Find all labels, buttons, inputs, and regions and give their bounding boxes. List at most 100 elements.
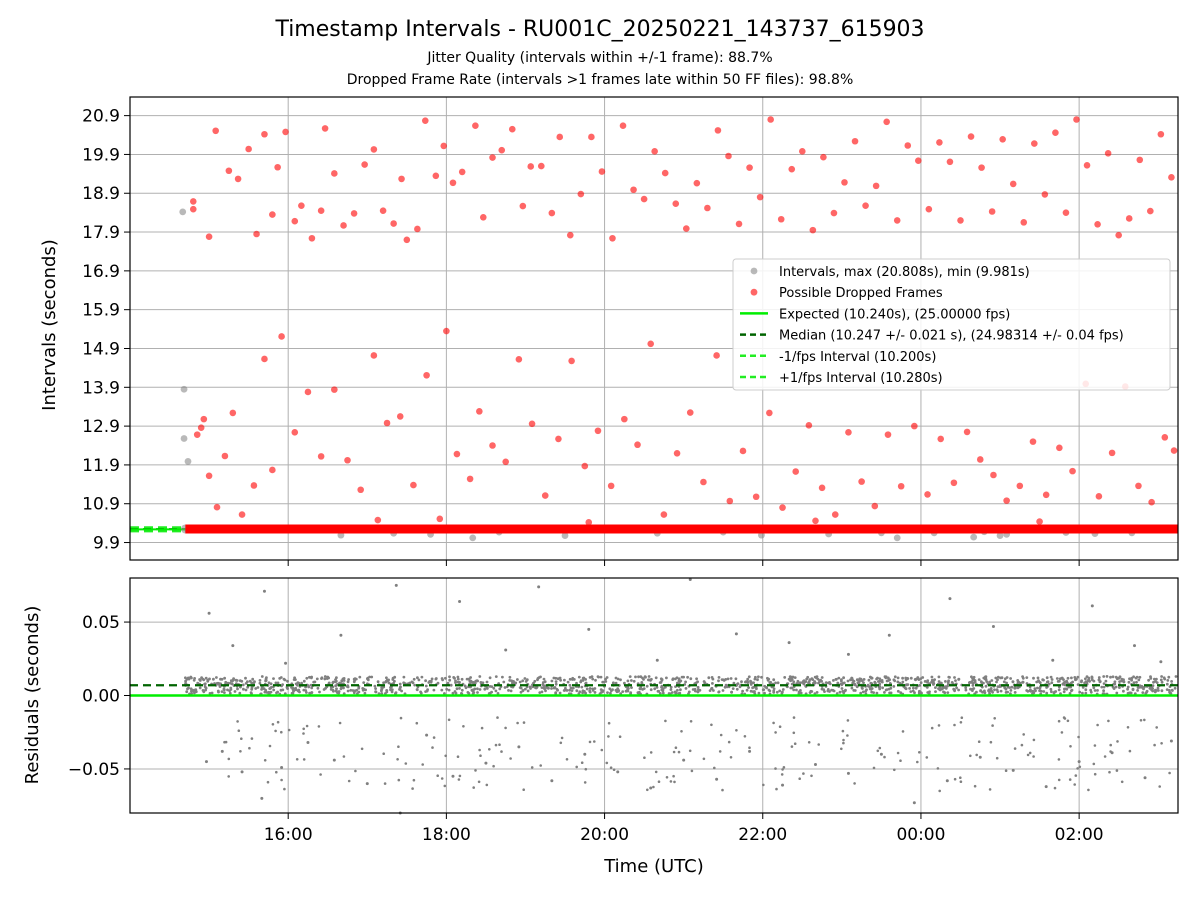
residual-point [575, 689, 579, 693]
residual-point [203, 685, 207, 689]
residual-point [937, 675, 941, 679]
residual-point [519, 690, 523, 694]
residual-point [1168, 771, 1171, 775]
residual-point [899, 691, 903, 695]
residual-point [237, 729, 241, 732]
dropped-frame-point [735, 220, 743, 228]
residual-point [901, 676, 904, 680]
residual-point [1013, 747, 1017, 750]
residual-point [834, 678, 838, 681]
residual-point [988, 680, 991, 684]
residual-point [1046, 680, 1050, 684]
dropped-frame-point [805, 422, 813, 429]
residual-point [899, 759, 902, 762]
residual-point [995, 680, 998, 684]
residual-point [872, 766, 876, 770]
residual-point [712, 689, 715, 692]
residual-point [994, 676, 998, 680]
residual-point [649, 786, 653, 790]
residual-point [398, 687, 402, 691]
dropped-frame-point [390, 220, 397, 227]
top-y-tick-label: 20.9 [82, 107, 120, 127]
residual-point [1142, 685, 1146, 689]
residual-point [682, 675, 685, 679]
dropped-frame-point [421, 117, 429, 124]
residual-point [594, 678, 597, 682]
residual-point [948, 597, 952, 601]
residual-point [790, 682, 794, 686]
residual-point [300, 681, 303, 685]
dropped-frame-point [383, 419, 391, 427]
residual-point [481, 681, 485, 685]
residual-point [1096, 689, 1099, 692]
residual-point [1120, 780, 1124, 784]
residual-point [657, 780, 661, 783]
residual-point [424, 684, 428, 688]
residual-point [747, 686, 750, 689]
residual-point [989, 740, 993, 744]
residual-point [1118, 680, 1121, 683]
residual-point [977, 678, 981, 681]
residual-point [456, 675, 460, 679]
residual-point [234, 678, 238, 682]
residual-point [846, 734, 849, 737]
residual-point [1089, 690, 1093, 694]
residual-point [747, 675, 751, 679]
residual-point [632, 679, 636, 683]
residual-point [488, 676, 492, 680]
residual-point [792, 731, 796, 735]
residual-point [588, 690, 592, 694]
residual-point [554, 691, 558, 695]
dropped-frame-point [423, 371, 430, 379]
residual-point [501, 675, 504, 679]
residual-point [772, 691, 776, 694]
residual-point [184, 679, 188, 683]
residual-point [713, 766, 716, 770]
dropped-frame-point [630, 186, 637, 194]
residual-point [793, 742, 797, 745]
residual-point [1062, 681, 1066, 684]
residual-point [212, 677, 215, 681]
dropped-frame-point [205, 233, 213, 241]
dropped-frame-point [205, 472, 213, 480]
residual-point [523, 677, 527, 680]
residual-point [530, 766, 534, 769]
residual-point [669, 780, 673, 783]
residual-point [593, 740, 596, 743]
bottom-y-tick-label: 0.00 [82, 687, 120, 707]
residual-point [646, 788, 649, 792]
residual-point [878, 685, 882, 689]
residual-point [492, 764, 495, 768]
residual-point [913, 691, 916, 695]
residual-point [793, 676, 797, 679]
x-tick-label: 02:00 [1055, 825, 1104, 845]
residual-point [185, 690, 189, 694]
residual-point [1138, 675, 1142, 679]
residual-point [989, 687, 993, 690]
residual-point [391, 676, 395, 680]
residual-point [828, 681, 831, 684]
residual-point [268, 744, 272, 748]
residual-point [638, 687, 642, 691]
residual-point [494, 689, 498, 693]
residual-point [579, 679, 583, 682]
residual-point [462, 725, 465, 728]
interval-point [184, 458, 192, 465]
residual-point [305, 724, 309, 728]
residual-point [643, 756, 646, 759]
residual-point [600, 748, 604, 752]
dropped-frame-point [607, 482, 615, 490]
residual-point [543, 684, 547, 688]
dropped-frame-point [379, 207, 387, 215]
residual-point [445, 687, 449, 691]
residual-point [842, 738, 845, 742]
residual-point [1037, 679, 1040, 683]
residual-point [774, 767, 777, 770]
residual-point [256, 686, 260, 689]
residual-point [614, 676, 618, 680]
residual-point [688, 577, 692, 581]
residual-point [226, 688, 229, 692]
residual-point [738, 685, 742, 689]
dropped-frame-point [673, 449, 681, 457]
residual-point [792, 716, 796, 719]
